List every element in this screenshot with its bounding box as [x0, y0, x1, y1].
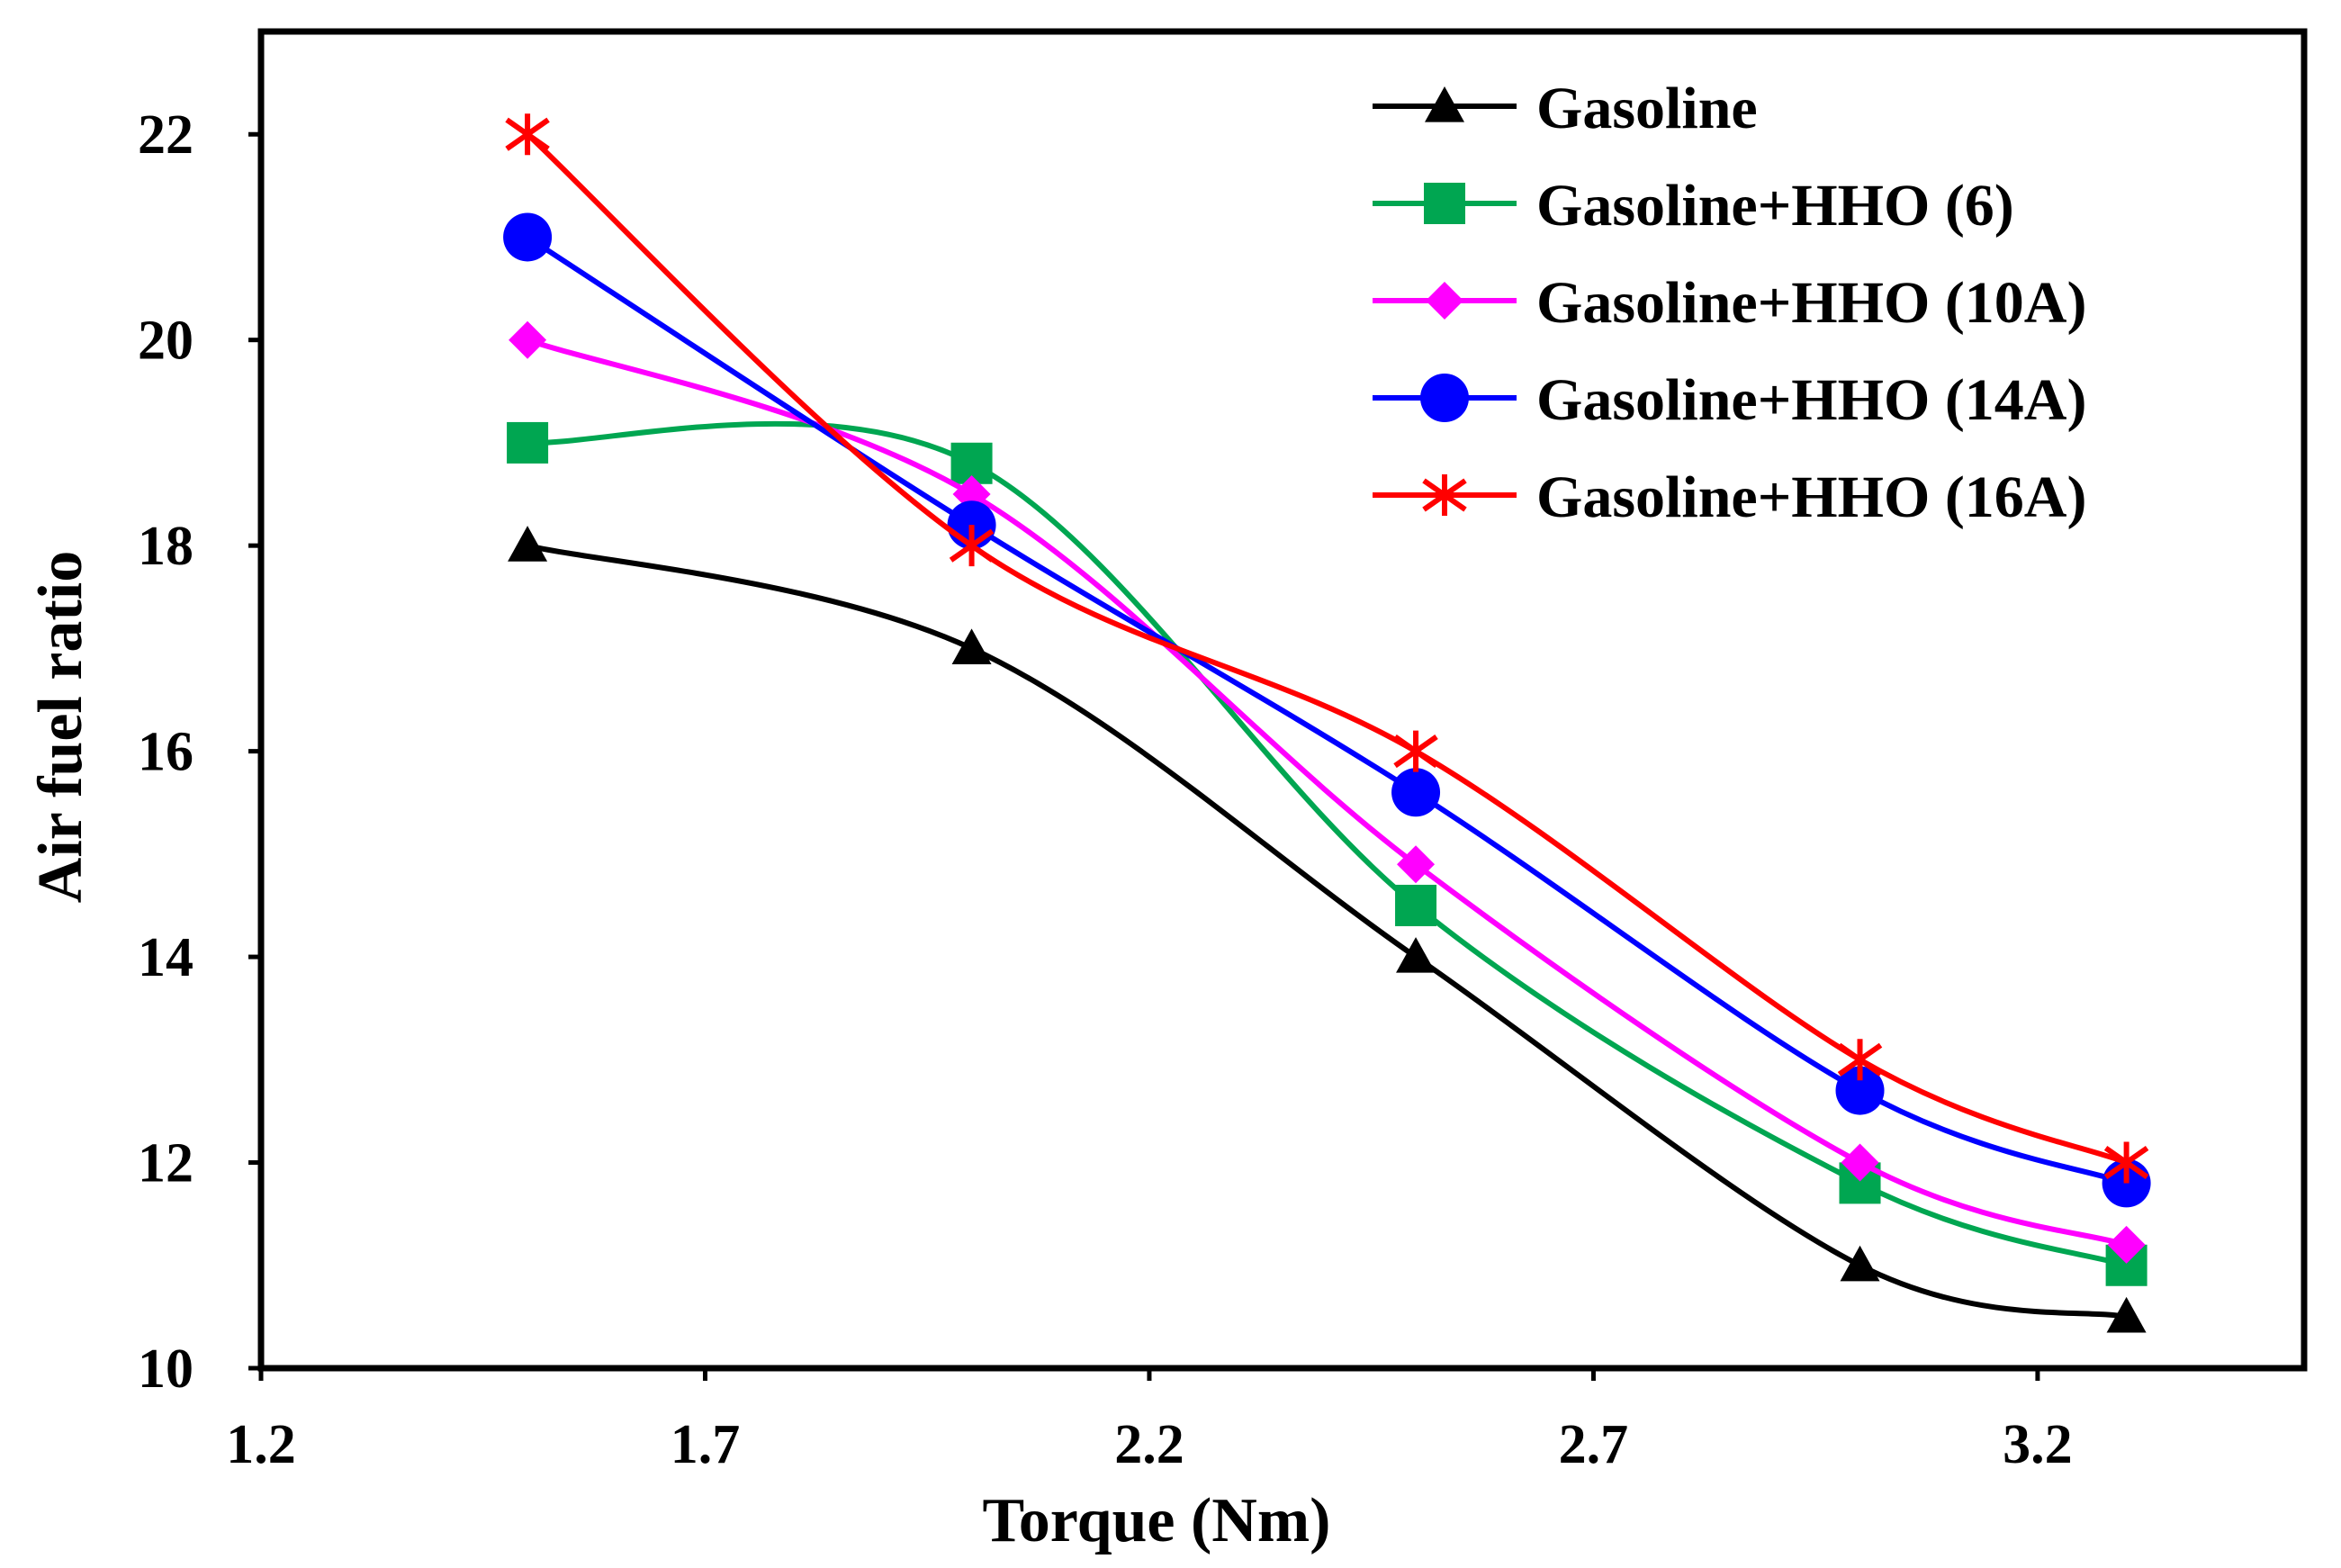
y-tick-label: 10 — [138, 1338, 194, 1400]
legend-label: Gasoline+HHO (16A) — [1536, 464, 2086, 530]
legend-label: Gasoline+HHO (6) — [1536, 173, 2014, 239]
data-point — [1841, 1143, 1879, 1182]
series-gasoline-hho-16a — [505, 113, 2149, 1184]
legend-marker — [1422, 474, 1467, 516]
data-point — [505, 113, 550, 156]
legend: Gasoline Gasoline+HHO (6) Gasoline+HHO (10… — [1373, 76, 2086, 530]
data-point — [508, 526, 548, 562]
series-line — [527, 420, 2128, 1268]
plot-frame — [257, 28, 2308, 1372]
data-point — [2106, 1296, 2147, 1333]
y-tick-label: 14 — [138, 927, 194, 988]
legend-item: Gasoline+HHO (16A) — [1373, 464, 2086, 530]
x-tick-label: 1.2 — [226, 1414, 296, 1475]
legend-label: Gasoline+HHO (14A) — [1536, 367, 2086, 433]
data-point — [949, 525, 995, 567]
y-tick-label: 16 — [138, 722, 194, 783]
series-line — [527, 543, 2128, 1320]
data-point — [1395, 884, 1437, 926]
legend-item: Gasoline+HHO (14A) — [1373, 367, 2086, 433]
data-point — [1835, 1066, 1885, 1115]
series-gasoline — [508, 526, 2147, 1333]
legend-label: Gasoline — [1536, 76, 1758, 141]
legend-item: Gasoline+HHO (10A) — [1373, 270, 2086, 336]
y-axis-title: Air fuel ratio — [26, 551, 95, 903]
data-point — [507, 421, 549, 464]
y-tick-label: 22 — [138, 104, 194, 166]
x-tick-label: 2.2 — [1114, 1414, 1184, 1475]
series-line — [526, 234, 2128, 1186]
series-gasoline-hho-10a — [509, 320, 2146, 1264]
data-point — [1391, 768, 1441, 817]
legend-marker — [1425, 86, 1464, 122]
y-tick-label: 18 — [138, 516, 194, 577]
data-point — [1397, 845, 1436, 884]
x-axis-title: Torque (Nm) — [983, 1486, 1331, 1555]
y-tick-label: 20 — [138, 311, 194, 372]
data-point — [1393, 730, 1438, 772]
data-point — [951, 628, 992, 664]
series-line — [526, 132, 2128, 1166]
data-point — [1840, 1245, 1880, 1282]
legend-marker — [1426, 282, 1463, 320]
data-point — [509, 320, 547, 359]
series-gasoline-hho-6 — [507, 420, 2147, 1286]
x-tick-label: 3.2 — [2003, 1414, 2073, 1475]
data-point — [503, 212, 553, 262]
legend-marker — [1424, 183, 1465, 224]
y-tick-label: 12 — [138, 1133, 194, 1194]
data-point — [1837, 1039, 1883, 1081]
series-gasoline-hho-14a — [503, 212, 2151, 1208]
data-point — [2103, 1141, 2149, 1184]
legend-marker — [1420, 374, 1469, 422]
legend-item: Gasoline — [1373, 76, 1758, 141]
legend-item: Gasoline+HHO (6) — [1373, 173, 2014, 239]
legend-label: Gasoline+HHO (10A) — [1536, 270, 2086, 336]
x-tick-label: 2.7 — [1559, 1414, 1629, 1475]
data-point — [2107, 1225, 2146, 1264]
x-tick-label: 1.7 — [671, 1414, 741, 1475]
data-point — [1396, 937, 1436, 973]
